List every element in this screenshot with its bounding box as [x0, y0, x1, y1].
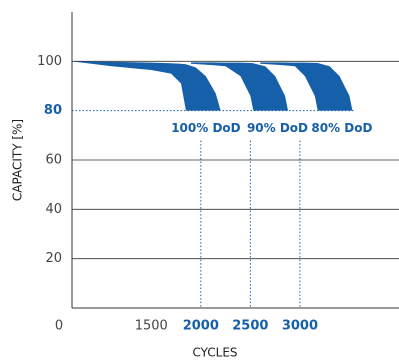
- x-tick-label: 3000: [282, 319, 318, 334]
- x-tick-label: 1500: [135, 319, 168, 334]
- series-label: 80% DoD: [311, 121, 372, 135]
- y-tick-label: 60: [45, 153, 62, 168]
- y-tick-label: 100: [37, 54, 62, 69]
- y-axis-label: CAPACITY [%]: [11, 119, 25, 201]
- series-areas: [72, 61, 353, 111]
- capacity-band: [190, 62, 289, 111]
- x-tick-label: 2500: [232, 319, 268, 334]
- y-tick-label: 20: [45, 251, 62, 266]
- capacity-band: [260, 62, 353, 111]
- y-tick-label: 80: [44, 103, 62, 118]
- series-label: 90% DoD: [247, 121, 308, 135]
- origin-label: 0: [55, 319, 63, 334]
- series-label: 100% DoD: [171, 121, 240, 135]
- capacity-band: [72, 61, 221, 111]
- x-axis-label: CYCLES: [192, 346, 237, 360]
- x-tick-label: 2000: [183, 319, 219, 334]
- y-tick-label: 40: [45, 202, 62, 217]
